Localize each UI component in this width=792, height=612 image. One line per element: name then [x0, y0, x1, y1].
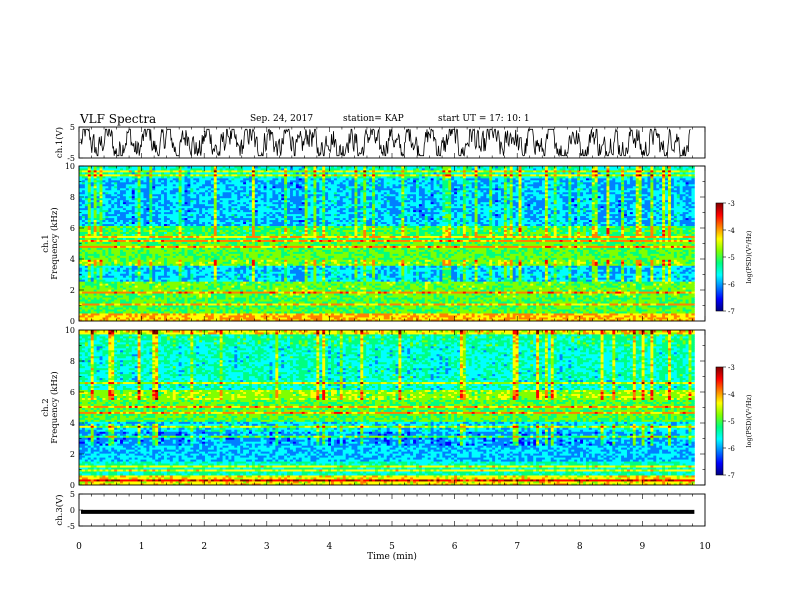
- ch1-waveform-panel: 5 -5ch.1(V): [54, 123, 706, 163]
- g-spec1-ylabel-line2: Frequency (kHz): [49, 207, 60, 279]
- ch1-trace: [80, 127, 691, 158]
- g-cbar1-tick-label: -5: [728, 254, 735, 262]
- g-spec1-cells: [79, 166, 695, 322]
- g-spec2-ytick-label: 0: [70, 481, 75, 490]
- plot-date: Sep. 24, 2017: [250, 114, 313, 124]
- xtick-label: 1: [139, 542, 145, 552]
- g-spec2-ytick-label: 6: [70, 388, 75, 397]
- g-cbar1-label: log(PSD)(V²/Hz): [745, 230, 753, 283]
- xtick-label: 4: [327, 542, 333, 552]
- x-axis-label: Time (min): [367, 551, 417, 562]
- plot-title: VLF Spectra: [80, 112, 156, 126]
- ch3-ytick-label: 5: [70, 490, 75, 499]
- xtick-label: 7: [514, 542, 520, 552]
- g-cbar2-tick-label: -4: [728, 391, 735, 399]
- ch1-spectrogram-panel: 0 2 4 6 8 10 ch.1 Frequency (kHz): [41, 162, 706, 326]
- g-spec2-cells: [79, 330, 695, 486]
- g-spec2-ylabel: ch.2: [41, 398, 51, 416]
- g-spec2-ytick-label: 8: [70, 357, 75, 366]
- xtick-label: 9: [640, 542, 646, 552]
- ch3-ylabel: ch.3(V): [54, 494, 65, 525]
- ch1-ytick-label: 5: [70, 123, 75, 132]
- xtick-label: 8: [577, 542, 583, 552]
- ch3-ytick-label: 0: [70, 506, 75, 515]
- plot-start-time: start UT = 17: 10: 1: [438, 114, 530, 124]
- ch3-ytick-label: -5: [67, 522, 75, 531]
- g-spec1-ytick-label: 0: [70, 317, 75, 326]
- g-spec1-ytick-label: 4: [70, 255, 75, 264]
- ch2-colorbar: -3 -4 -5 -6 -7 log(PSD)(V²/Hz): [715, 364, 753, 480]
- g-cbar2-bar: [715, 366, 724, 476]
- g-spec1-ytick-label: 10: [65, 162, 75, 171]
- g-cbar1-tick-label: -4: [728, 227, 735, 235]
- g-spec1-ylabel: ch.1: [41, 234, 51, 252]
- xtick-label: 5: [389, 542, 395, 552]
- g-cbar2-tick-label: -7: [728, 472, 735, 480]
- g-spec2-ytick-label: 4: [70, 419, 75, 428]
- xtick-label: 10: [699, 542, 711, 552]
- g-cbar1-bar: [715, 202, 724, 312]
- g-cbar2-tick-label: -5: [728, 418, 735, 426]
- g-spec2-ytick-label: 10: [65, 326, 75, 335]
- ch2-spectrogram-panel: 0 2 4 6 8 10 ch.2 Frequency (kHz): [41, 326, 706, 490]
- ch1-ylabel: ch.1(V): [54, 127, 65, 158]
- xtick-label: 6: [452, 542, 458, 552]
- g-cbar1-tick-label: -7: [728, 308, 735, 316]
- ch3-waveform-panel: 5 0 -5ch.3(V): [54, 490, 706, 531]
- g-cbar2-label: log(PSD)(V²/Hz): [745, 394, 753, 447]
- g-spec2-ylabel-line2: Frequency (kHz): [49, 371, 60, 443]
- time-axis: 0 1 2 3 4 5 6 7 8 9 10 Time (min): [76, 542, 711, 562]
- g-spec1-ytick-label: 6: [70, 224, 75, 233]
- g-spec1-ytick-label: 2: [70, 286, 75, 295]
- g-cbar1-tick-label: -3: [728, 200, 735, 208]
- g-cbar1-tick-label: -6: [728, 281, 735, 289]
- ch1-colorbar: -3 -4 -5 -6 -7 log(PSD)(V²/Hz): [715, 200, 753, 316]
- g-spec1-ytick-label: 8: [70, 193, 75, 202]
- plot-station: station= KAP: [343, 114, 404, 124]
- ch1-ytick-label: -5: [67, 154, 75, 163]
- g-cbar2-tick-label: -6: [728, 445, 735, 453]
- xtick-label: 0: [76, 542, 82, 552]
- g-spec2-ytick-label: 2: [70, 450, 75, 459]
- xtick-label: 2: [201, 542, 207, 552]
- xtick-label: 3: [264, 542, 270, 552]
- g-cbar2-tick-label: -3: [728, 364, 735, 372]
